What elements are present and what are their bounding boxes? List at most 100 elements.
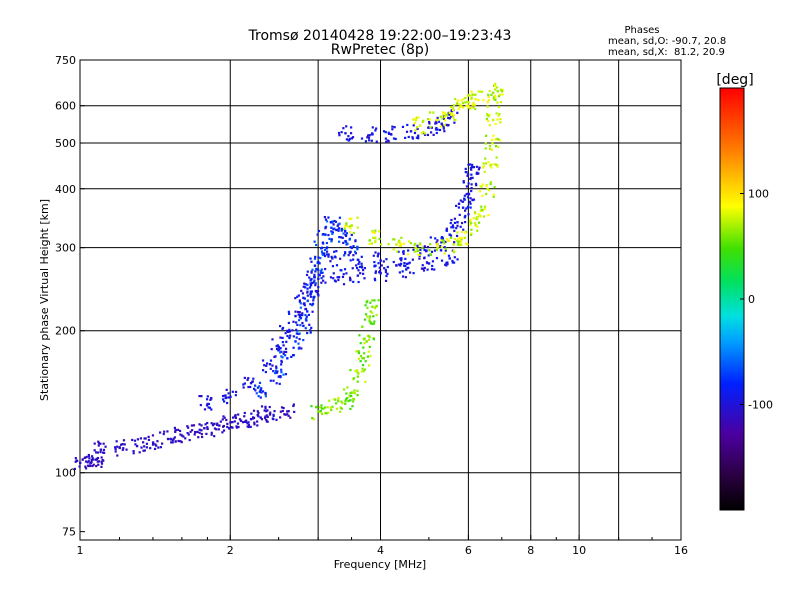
data-point-echo bbox=[484, 147, 487, 150]
data-point-echo bbox=[356, 394, 359, 397]
data-point-echo bbox=[203, 408, 207, 411]
data-point-echo bbox=[452, 107, 455, 110]
data-point-echo bbox=[362, 346, 365, 349]
data-point-echo bbox=[317, 294, 320, 297]
data-point-echo bbox=[483, 207, 487, 210]
data-point-echo bbox=[411, 258, 414, 261]
data-point-echo bbox=[312, 297, 315, 300]
data-point-echo bbox=[465, 242, 468, 245]
data-point-echo bbox=[246, 425, 249, 428]
data-point-echo bbox=[345, 125, 348, 128]
data-point-echo bbox=[453, 241, 456, 244]
data-point-echo bbox=[465, 104, 468, 108]
data-point-echo bbox=[470, 186, 473, 190]
data-point-echo bbox=[299, 324, 302, 327]
data-point-echo bbox=[405, 130, 409, 133]
data-point-echo bbox=[470, 96, 473, 99]
data-point-echo bbox=[443, 242, 446, 245]
data-point-echo bbox=[350, 233, 353, 237]
data-point-echo bbox=[333, 398, 336, 401]
colorbar-ticks: 100 0 -100 bbox=[740, 188, 773, 412]
data-point-echo bbox=[241, 421, 245, 424]
data-point-echo bbox=[337, 223, 340, 226]
data-point-echo bbox=[485, 117, 489, 121]
data-point-echo bbox=[297, 332, 300, 336]
data-point-echo bbox=[284, 413, 287, 416]
data-point-echo bbox=[426, 118, 430, 121]
data-point-echo bbox=[329, 221, 333, 224]
data-point-echo bbox=[407, 266, 410, 269]
data-point-echo bbox=[483, 205, 487, 208]
data-point-echo bbox=[272, 370, 275, 373]
data-point-echo bbox=[386, 272, 389, 275]
data-point bbox=[491, 142, 494, 145]
data-point-echo bbox=[201, 435, 204, 439]
data-point-echo bbox=[305, 315, 308, 318]
data-point-echo bbox=[475, 217, 478, 220]
data-point-echo bbox=[344, 229, 347, 232]
data-point-echo bbox=[243, 411, 246, 415]
data-point-echo bbox=[439, 115, 442, 118]
data-point-echo bbox=[305, 319, 308, 322]
data-point-echo bbox=[356, 216, 359, 219]
data-point-echo bbox=[271, 417, 274, 420]
data-point-echo bbox=[377, 253, 380, 256]
data-point-echo bbox=[292, 346, 295, 349]
data-point-echo bbox=[265, 410, 268, 413]
data-point-echo bbox=[298, 316, 301, 319]
data-point-echo bbox=[456, 224, 459, 227]
data-point-echo bbox=[452, 104, 456, 107]
data-point-echo bbox=[353, 392, 356, 395]
data-point-echo bbox=[299, 306, 302, 309]
data-point-echo bbox=[364, 313, 368, 316]
data-point-echo bbox=[456, 239, 459, 242]
data-point-echo bbox=[247, 421, 250, 424]
data-point-echo bbox=[423, 133, 427, 136]
data-point-echo bbox=[281, 336, 284, 340]
data-point-echo bbox=[222, 415, 225, 418]
data-point-echo bbox=[307, 313, 310, 317]
data-point-echo bbox=[374, 241, 377, 244]
data-point-echo bbox=[494, 163, 498, 166]
data-point-echo bbox=[375, 127, 378, 130]
data-point-echo bbox=[407, 240, 411, 243]
data-point-echo bbox=[99, 450, 102, 454]
data-point-echo bbox=[296, 323, 299, 327]
data-point-echo bbox=[416, 247, 419, 251]
data-point-echo bbox=[351, 136, 355, 139]
data-point-echo bbox=[263, 364, 266, 367]
data-point-echo bbox=[407, 249, 410, 252]
data-point-echo bbox=[462, 181, 465, 184]
data-point-echo bbox=[435, 126, 438, 130]
data-point-echo bbox=[360, 137, 364, 140]
data-point-echo bbox=[469, 166, 473, 170]
data-point-echo bbox=[231, 426, 234, 429]
data-point-echo bbox=[122, 439, 126, 442]
data-point-echo bbox=[309, 331, 312, 334]
data-point-echo bbox=[455, 102, 459, 105]
data-point-echo bbox=[288, 330, 292, 333]
data-point-echo bbox=[184, 437, 187, 440]
data-point-echo bbox=[453, 221, 457, 225]
data-point-echo bbox=[340, 227, 343, 231]
data-point-echo bbox=[213, 435, 216, 438]
data-point-echo bbox=[447, 113, 450, 116]
data-point-echo bbox=[489, 164, 492, 167]
data-point-echo bbox=[268, 405, 271, 409]
data-point-echo bbox=[263, 409, 266, 412]
data-point-echo bbox=[343, 268, 347, 271]
data-point-echo bbox=[251, 380, 254, 383]
data-point-echo bbox=[89, 462, 92, 465]
data-point-echo bbox=[261, 359, 265, 362]
y-axis-ticks: 75 100 200 300 400 500 600 750 bbox=[55, 54, 85, 539]
data-point-echo bbox=[374, 305, 377, 309]
x-axis-label: Frequency [MHz] bbox=[334, 558, 426, 571]
data-point-echo bbox=[371, 229, 374, 233]
data-point-echo bbox=[481, 183, 484, 186]
data-point-echo bbox=[345, 392, 348, 395]
data-point bbox=[456, 221, 459, 224]
data-point-echo bbox=[353, 398, 356, 401]
data-point-echo bbox=[345, 232, 349, 235]
data-point-echo bbox=[348, 139, 351, 142]
data-point-echo bbox=[123, 443, 126, 446]
